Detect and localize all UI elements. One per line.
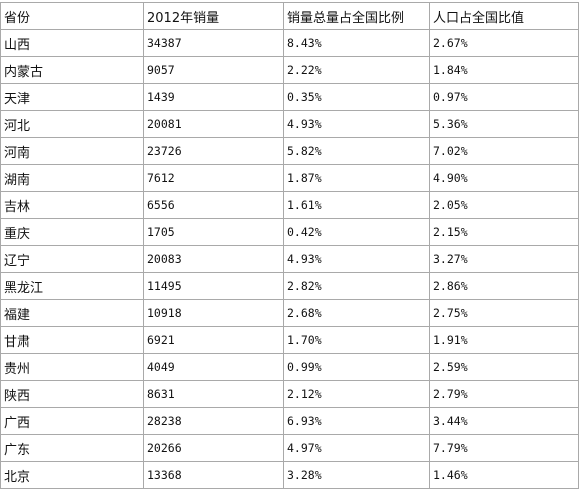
cell-province: 吉林 bbox=[0, 191, 144, 219]
cell-province: 贵州 bbox=[0, 353, 144, 381]
cell-population-share: 2.05% bbox=[429, 191, 579, 219]
cell-sales-2012: 6556 bbox=[143, 191, 284, 219]
cell-sales-2012: 23726 bbox=[143, 137, 284, 165]
cell-sales-2012: 1705 bbox=[143, 218, 284, 246]
cell-sales-share: 1.61% bbox=[283, 191, 430, 219]
table-row: 北京 13368 3.28% 1.46% bbox=[0, 461, 579, 489]
table-row: 贵州 4049 0.99% 2.59% bbox=[0, 353, 579, 381]
cell-population-share: 7.02% bbox=[429, 137, 579, 165]
cell-sales-share: 2.82% bbox=[283, 272, 430, 300]
cell-population-share: 1.84% bbox=[429, 56, 579, 84]
cell-sales-share: 8.43% bbox=[283, 29, 430, 57]
cell-province: 甘肃 bbox=[0, 326, 144, 354]
cell-population-share: 2.75% bbox=[429, 299, 579, 327]
cell-province: 山西 bbox=[0, 29, 144, 57]
cell-sales-2012: 9057 bbox=[143, 56, 284, 84]
cell-population-share: 2.67% bbox=[429, 29, 579, 57]
cell-province: 河南 bbox=[0, 137, 144, 165]
table-row: 重庆 1705 0.42% 2.15% bbox=[0, 218, 579, 246]
cell-sales-share: 1.70% bbox=[283, 326, 430, 354]
table-row: 吉林 6556 1.61% 2.05% bbox=[0, 191, 579, 219]
table-body: 山西 34387 8.43% 2.67% 内蒙古 9057 2.22% 1.84% 天津 1439… bbox=[0, 29, 579, 489]
cell-province: 天津 bbox=[0, 83, 144, 111]
table-row: 山西 34387 8.43% 2.67% bbox=[0, 29, 579, 57]
cell-province: 广西 bbox=[0, 407, 144, 435]
cell-province: 辽宁 bbox=[0, 245, 144, 273]
header-population-share: 人口占全国比值 bbox=[429, 2, 579, 30]
cell-sales-2012: 11495 bbox=[143, 272, 284, 300]
cell-population-share: 0.97% bbox=[429, 83, 579, 111]
cell-sales-share: 3.28% bbox=[283, 461, 430, 489]
cell-sales-2012: 13368 bbox=[143, 461, 284, 489]
table-row: 河南 23726 5.82% 7.02% bbox=[0, 137, 579, 165]
cell-population-share: 1.46% bbox=[429, 461, 579, 489]
cell-sales-share: 4.93% bbox=[283, 245, 430, 273]
cell-sales-2012: 28238 bbox=[143, 407, 284, 435]
cell-province: 河北 bbox=[0, 110, 144, 138]
cell-sales-2012: 34387 bbox=[143, 29, 284, 57]
cell-population-share: 2.86% bbox=[429, 272, 579, 300]
table-header: 省份 2012年销量 销量总量占全国比例 人口占全国比值 bbox=[0, 2, 579, 30]
cell-sales-share: 0.99% bbox=[283, 353, 430, 381]
cell-sales-2012: 7612 bbox=[143, 164, 284, 192]
table-row: 广东 20266 4.97% 7.79% bbox=[0, 434, 579, 462]
table-row: 河北 20081 4.93% 5.36% bbox=[0, 110, 579, 138]
table-row: 陕西 8631 2.12% 2.79% bbox=[0, 380, 579, 408]
cell-sales-share: 2.68% bbox=[283, 299, 430, 327]
cell-province: 广东 bbox=[0, 434, 144, 462]
cell-sales-share: 2.12% bbox=[283, 380, 430, 408]
cell-population-share: 2.79% bbox=[429, 380, 579, 408]
cell-province: 陕西 bbox=[0, 380, 144, 408]
cell-sales-share: 1.87% bbox=[283, 164, 430, 192]
cell-sales-share: 2.22% bbox=[283, 56, 430, 84]
cell-population-share: 4.90% bbox=[429, 164, 579, 192]
cell-sales-2012: 8631 bbox=[143, 380, 284, 408]
cell-population-share: 3.44% bbox=[429, 407, 579, 435]
header-sales-share: 销量总量占全国比例 bbox=[283, 2, 430, 30]
table-row: 湖南 7612 1.87% 4.90% bbox=[0, 164, 579, 192]
cell-province: 福建 bbox=[0, 299, 144, 327]
cell-population-share: 3.27% bbox=[429, 245, 579, 273]
cell-sales-2012: 4049 bbox=[143, 353, 284, 381]
cell-sales-2012: 20266 bbox=[143, 434, 284, 462]
table-row: 黑龙江 11495 2.82% 2.86% bbox=[0, 272, 579, 300]
cell-province: 黑龙江 bbox=[0, 272, 144, 300]
cell-province: 湖南 bbox=[0, 164, 144, 192]
cell-sales-share: 4.93% bbox=[283, 110, 430, 138]
header-sales-2012: 2012年销量 bbox=[143, 2, 284, 30]
cell-sales-share: 0.42% bbox=[283, 218, 430, 246]
cell-sales-share: 4.97% bbox=[283, 434, 430, 462]
cell-province: 北京 bbox=[0, 461, 144, 489]
table-row: 辽宁 20083 4.93% 3.27% bbox=[0, 245, 579, 273]
header-row: 省份 2012年销量 销量总量占全国比例 人口占全国比值 bbox=[0, 2, 579, 30]
cell-population-share: 2.15% bbox=[429, 218, 579, 246]
cell-sales-share: 5.82% bbox=[283, 137, 430, 165]
cell-population-share: 7.79% bbox=[429, 434, 579, 462]
table-row: 天津 1439 0.35% 0.97% bbox=[0, 83, 579, 111]
table-row: 广西 28238 6.93% 3.44% bbox=[0, 407, 579, 435]
cell-sales-2012: 20081 bbox=[143, 110, 284, 138]
cell-population-share: 5.36% bbox=[429, 110, 579, 138]
cell-sales-share: 0.35% bbox=[283, 83, 430, 111]
cell-sales-2012: 20083 bbox=[143, 245, 284, 273]
table-row: 福建 10918 2.68% 2.75% bbox=[0, 299, 579, 327]
cell-sales-2012: 10918 bbox=[143, 299, 284, 327]
cell-population-share: 2.59% bbox=[429, 353, 579, 381]
cell-population-share: 1.91% bbox=[429, 326, 579, 354]
cell-province: 内蒙古 bbox=[0, 56, 144, 84]
header-province: 省份 bbox=[0, 2, 144, 30]
cell-sales-share: 6.93% bbox=[283, 407, 430, 435]
table-row: 内蒙古 9057 2.22% 1.84% bbox=[0, 56, 579, 84]
table-row: 甘肃 6921 1.70% 1.91% bbox=[0, 326, 579, 354]
cell-sales-2012: 6921 bbox=[143, 326, 284, 354]
cell-province: 重庆 bbox=[0, 218, 144, 246]
cell-sales-2012: 1439 bbox=[143, 83, 284, 111]
